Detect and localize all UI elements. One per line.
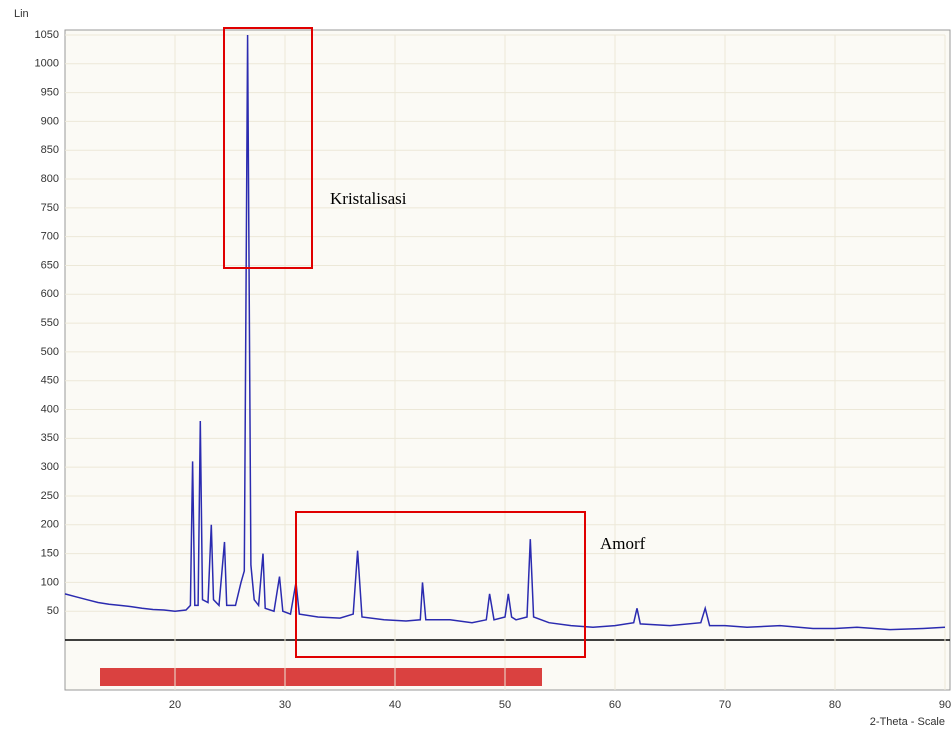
y-tick-label: 300 <box>41 461 59 473</box>
y-tick-label: 800 <box>41 173 59 185</box>
y-tick-label: 350 <box>41 432 59 444</box>
y-tick-label: 1050 <box>35 29 59 41</box>
y-tick-label: 900 <box>41 115 59 127</box>
y-axis-label: Lin <box>14 8 29 20</box>
x-tick-label: 30 <box>279 699 291 711</box>
y-tick-label: 50 <box>47 605 59 617</box>
x-tick-label: 80 <box>829 699 841 711</box>
chart: Lin 2-Theta - Scale Kristalisasi Amorf 5… <box>0 0 952 731</box>
y-tick-label: 850 <box>41 144 59 156</box>
annotation: Amorf <box>600 534 646 553</box>
y-tick-label: 950 <box>41 87 59 99</box>
x-axis-label: 2-Theta - Scale <box>870 716 945 728</box>
y-tick-label: 700 <box>41 231 59 243</box>
annotation: Kristalisasi <box>330 189 407 208</box>
y-tick-label: 500 <box>41 346 59 358</box>
y-tick-label: 550 <box>41 317 59 329</box>
y-tick-label: 450 <box>41 375 59 387</box>
x-tick-label: 70 <box>719 699 731 711</box>
y-tick-label: 150 <box>41 547 59 559</box>
y-tick-label: 400 <box>41 403 59 415</box>
phase-marker-band <box>100 668 542 686</box>
y-tick-label: 1000 <box>35 58 59 70</box>
x-tick-label: 50 <box>499 699 511 711</box>
x-tick-label: 90 <box>939 699 951 711</box>
x-tick-label: 20 <box>169 699 181 711</box>
x-tick-label: 40 <box>389 699 401 711</box>
y-tick-label: 200 <box>41 519 59 531</box>
y-tick-label: 750 <box>41 202 59 214</box>
y-tick-label: 600 <box>41 288 59 300</box>
x-tick-label: 60 <box>609 699 621 711</box>
y-tick-label: 100 <box>41 576 59 588</box>
y-tick-label: 250 <box>41 490 59 502</box>
y-tick-label: 650 <box>41 259 59 271</box>
